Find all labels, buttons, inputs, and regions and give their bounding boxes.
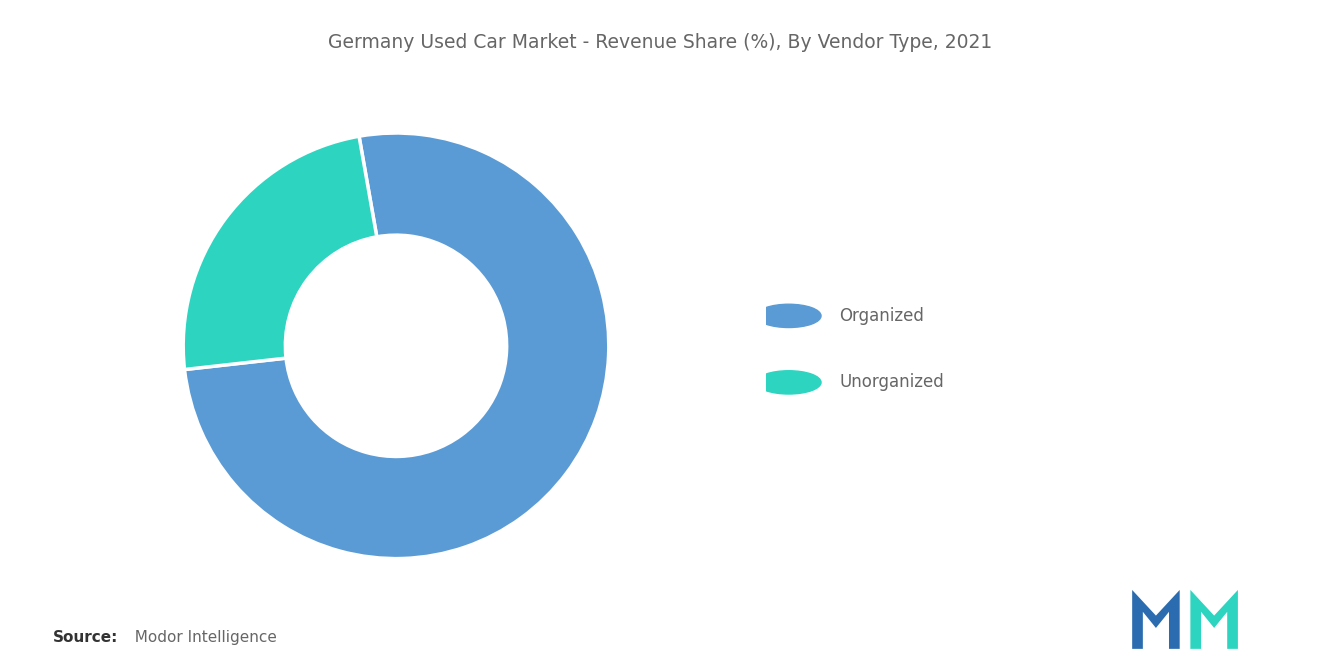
Wedge shape bbox=[185, 133, 609, 559]
Polygon shape bbox=[1133, 590, 1180, 649]
Wedge shape bbox=[183, 136, 376, 370]
Text: Modor Intelligence: Modor Intelligence bbox=[125, 630, 277, 645]
Text: Organized: Organized bbox=[840, 307, 924, 325]
Circle shape bbox=[756, 371, 821, 394]
Text: Unorganized: Unorganized bbox=[840, 373, 944, 392]
Text: Source:: Source: bbox=[53, 630, 119, 645]
Text: Germany Used Car Market - Revenue Share (%), By Vendor Type, 2021: Germany Used Car Market - Revenue Share … bbox=[327, 33, 993, 53]
Polygon shape bbox=[1191, 590, 1238, 649]
Circle shape bbox=[756, 305, 821, 327]
